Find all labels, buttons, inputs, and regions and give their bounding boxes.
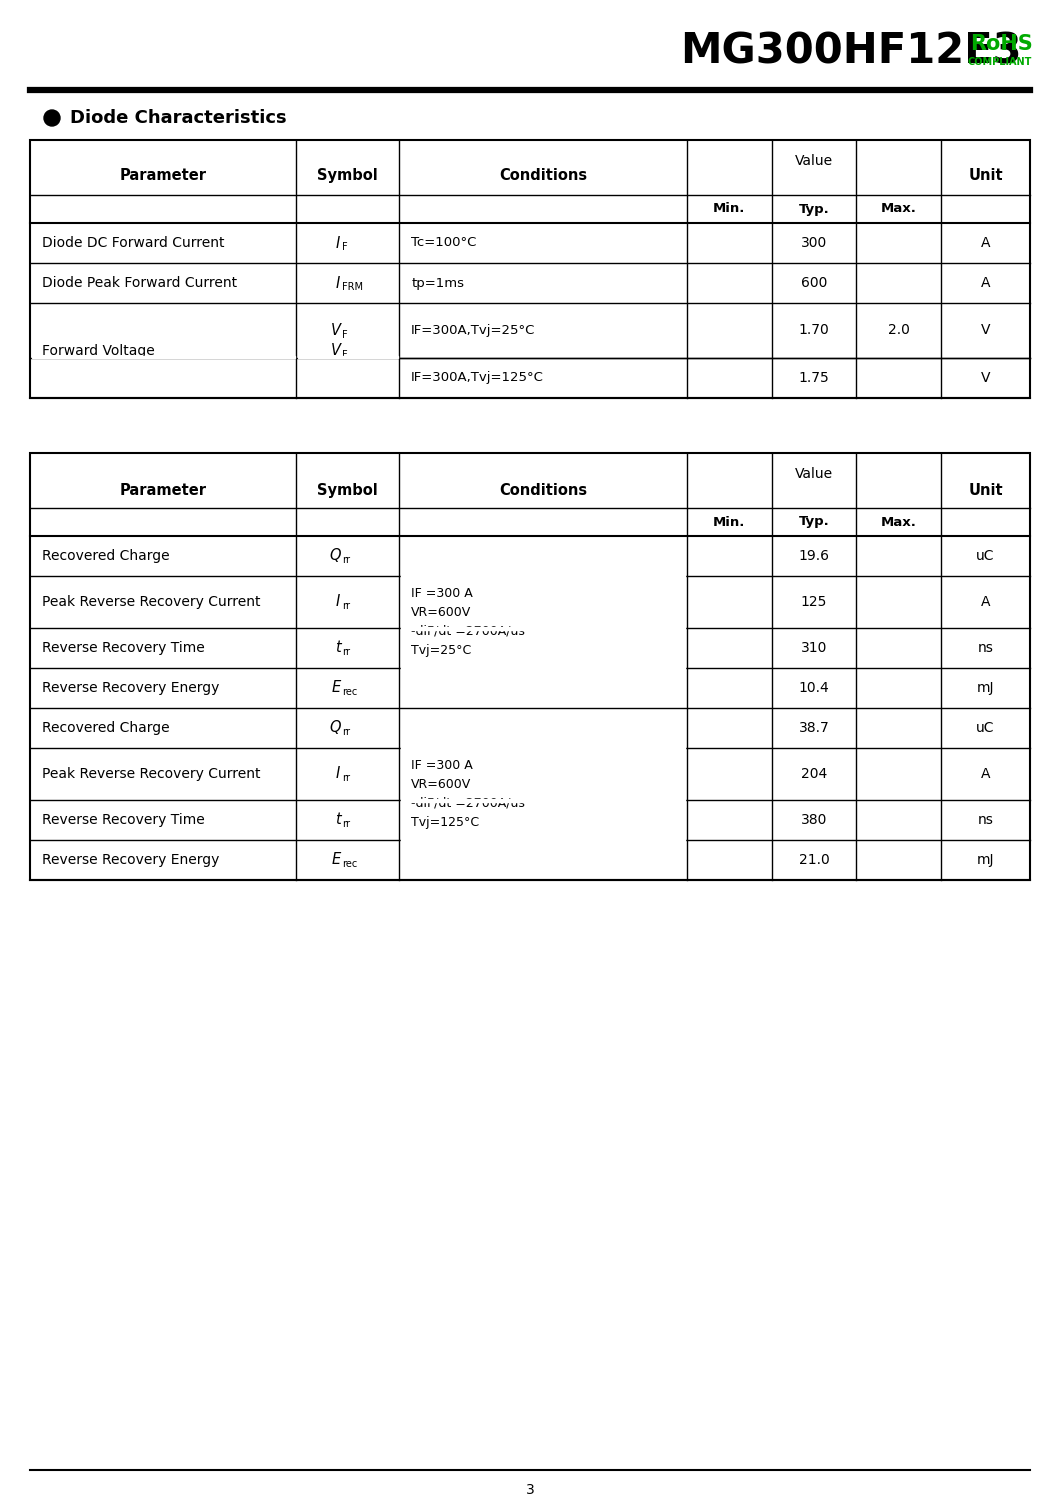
Text: Diode Characteristics: Diode Characteristics — [70, 109, 286, 127]
Text: Recovered Charge: Recovered Charge — [42, 721, 170, 736]
Text: rr: rr — [342, 727, 351, 737]
Text: Symbol: Symbol — [317, 482, 378, 497]
Text: IF =300 A
VR=600V
-diF/dt =2700A/us
Tvj=125°C: IF =300 A VR=600V -diF/dt =2700A/us Tvj=… — [411, 759, 525, 828]
Text: FRM: FRM — [342, 282, 364, 292]
Text: tp=1ms: tp=1ms — [411, 277, 464, 289]
Text: Min.: Min. — [713, 202, 745, 216]
Bar — [298, 355, 398, 358]
Text: 38.7: 38.7 — [798, 721, 829, 736]
Text: 19.6: 19.6 — [798, 548, 829, 563]
Text: Reverse Recovery Energy: Reverse Recovery Energy — [42, 682, 219, 695]
Text: 600: 600 — [800, 276, 827, 291]
Text: MG300HF12E3: MG300HF12E3 — [681, 31, 1022, 73]
Text: 380: 380 — [800, 813, 827, 827]
Bar — [401, 798, 686, 801]
Text: 125: 125 — [800, 595, 827, 610]
Text: F: F — [342, 243, 348, 252]
Text: I: I — [336, 767, 340, 782]
Text: ns: ns — [977, 813, 993, 827]
Text: Forward Voltage: Forward Voltage — [42, 343, 155, 358]
Text: COMPLIANT: COMPLIANT — [968, 57, 1032, 67]
Text: F: F — [342, 330, 348, 340]
Text: Diode Peak Forward Current: Diode Peak Forward Current — [42, 276, 237, 291]
Text: A: A — [980, 767, 990, 780]
Text: 1.70: 1.70 — [798, 324, 829, 337]
Text: V: V — [331, 324, 340, 339]
Text: Max.: Max. — [881, 202, 917, 216]
Circle shape — [45, 109, 60, 126]
Text: 300: 300 — [800, 237, 827, 250]
Text: E: E — [331, 852, 340, 867]
Bar — [401, 839, 686, 842]
Text: Value: Value — [795, 467, 833, 481]
Text: Diode DC Forward Current: Diode DC Forward Current — [42, 237, 225, 250]
Bar — [401, 667, 686, 670]
Text: I: I — [336, 235, 340, 250]
Text: mJ: mJ — [976, 682, 994, 695]
Text: Conditions: Conditions — [499, 482, 587, 497]
Text: rr: rr — [342, 819, 351, 828]
Text: Unit: Unit — [968, 168, 1003, 183]
Text: rr: rr — [342, 647, 351, 658]
Text: I: I — [336, 276, 340, 291]
Text: A: A — [980, 595, 990, 610]
Text: Typ.: Typ. — [798, 202, 829, 216]
Text: Typ.: Typ. — [798, 515, 829, 529]
Bar — [30, 139, 1030, 398]
Text: Parameter: Parameter — [120, 482, 207, 497]
Text: F: F — [342, 349, 348, 360]
Text: mJ: mJ — [976, 852, 994, 867]
Text: Q: Q — [329, 721, 340, 736]
Bar — [401, 746, 686, 749]
Text: 204: 204 — [800, 767, 827, 780]
Text: 3: 3 — [526, 1483, 534, 1497]
Text: Peak Reverse Recovery Current: Peak Reverse Recovery Current — [42, 767, 261, 780]
Text: Symbol: Symbol — [317, 168, 378, 183]
Text: Value: Value — [795, 154, 833, 168]
Text: rr: rr — [342, 554, 351, 565]
Text: Reverse Recovery Time: Reverse Recovery Time — [42, 641, 205, 655]
Text: IF=300A,Tvj=25°C: IF=300A,Tvj=25°C — [411, 324, 535, 337]
Text: RoHS: RoHS — [970, 34, 1032, 54]
Text: Min.: Min. — [713, 515, 745, 529]
Text: I: I — [336, 595, 340, 610]
Text: rr: rr — [342, 601, 351, 611]
Text: 21.0: 21.0 — [798, 852, 829, 867]
Bar — [30, 452, 1030, 879]
Text: Recovered Charge: Recovered Charge — [42, 548, 170, 563]
Text: rec: rec — [342, 858, 357, 869]
Text: 2.0: 2.0 — [887, 324, 909, 337]
Text: E: E — [331, 680, 340, 695]
Text: Reverse Recovery Time: Reverse Recovery Time — [42, 813, 205, 827]
Text: Q: Q — [329, 548, 340, 563]
Text: uC: uC — [976, 721, 994, 736]
Bar — [401, 575, 686, 578]
Text: t: t — [335, 641, 340, 656]
Text: Max.: Max. — [881, 515, 917, 529]
Text: 1.75: 1.75 — [798, 372, 829, 385]
Text: rr: rr — [342, 773, 351, 783]
Text: Tc=100°C: Tc=100°C — [411, 237, 477, 250]
Text: Unit: Unit — [968, 482, 1003, 497]
Text: t: t — [335, 812, 340, 827]
Text: IF=300A,Tvj=125°C: IF=300A,Tvj=125°C — [411, 372, 544, 385]
Text: A: A — [980, 237, 990, 250]
Text: V: V — [331, 343, 340, 358]
Text: Peak Reverse Recovery Current: Peak Reverse Recovery Current — [42, 595, 261, 610]
Text: 10.4: 10.4 — [798, 682, 829, 695]
Text: IF =300 A
VR=600V
-diF/dt =2700A/us
Tvj=25°C: IF =300 A VR=600V -diF/dt =2700A/us Tvj=… — [411, 587, 525, 658]
Text: V: V — [980, 324, 990, 337]
Text: 310: 310 — [800, 641, 827, 655]
Text: rec: rec — [342, 688, 357, 697]
Text: Parameter: Parameter — [120, 168, 207, 183]
Text: Conditions: Conditions — [499, 168, 587, 183]
Text: ns: ns — [977, 641, 993, 655]
Bar — [32, 355, 295, 358]
Text: uC: uC — [976, 548, 994, 563]
Text: A: A — [980, 276, 990, 291]
Bar — [401, 626, 686, 629]
Text: V: V — [980, 372, 990, 385]
Text: Reverse Recovery Energy: Reverse Recovery Energy — [42, 852, 219, 867]
